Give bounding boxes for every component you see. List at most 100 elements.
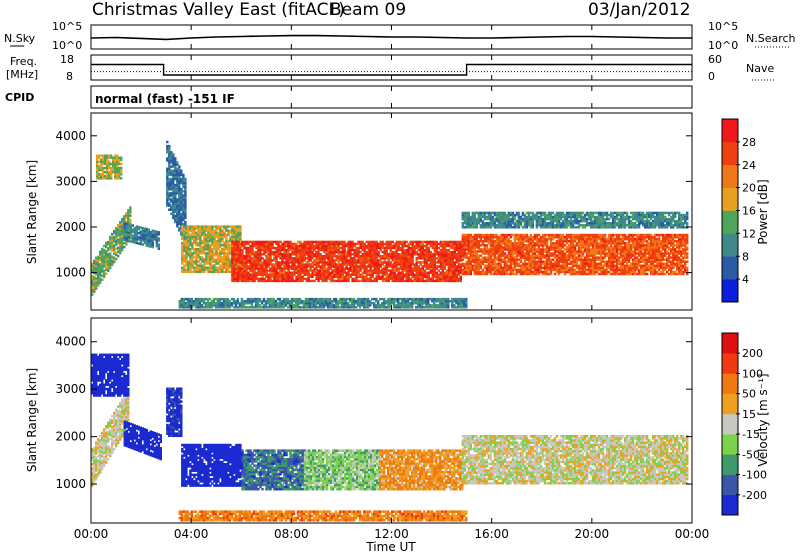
cell	[166, 159, 169, 162]
cell	[487, 260, 491, 263]
cell	[303, 246, 306, 250]
cell	[141, 237, 144, 240]
cell	[267, 240, 270, 244]
cell	[263, 277, 266, 281]
cell	[445, 244, 448, 248]
cell	[267, 250, 270, 254]
cell	[379, 240, 382, 244]
cell	[349, 257, 352, 260]
cell	[467, 264, 470, 268]
cell	[96, 158, 99, 162]
cell	[541, 250, 545, 253]
cell	[139, 232, 142, 235]
cell	[217, 233, 220, 237]
cell	[191, 229, 194, 232]
cell	[96, 168, 99, 172]
cell	[233, 225, 236, 228]
cell	[455, 275, 458, 279]
cell	[417, 257, 420, 260]
cell	[231, 235, 234, 239]
cell	[341, 277, 344, 281]
cell	[185, 235, 188, 239]
cell	[439, 271, 442, 274]
cell	[329, 263, 332, 266]
cell	[172, 216, 175, 220]
cell	[203, 243, 206, 247]
cell	[395, 246, 398, 250]
cell	[189, 225, 192, 228]
cell	[149, 233, 152, 236]
cell	[371, 279, 374, 283]
cell	[415, 244, 418, 248]
cell	[211, 229, 214, 232]
cell	[483, 270, 487, 274]
cell	[301, 244, 304, 248]
cell	[541, 266, 545, 270]
cell	[184, 222, 187, 226]
cell	[197, 248, 200, 251]
cell	[100, 168, 103, 172]
cell	[321, 273, 324, 276]
cell	[307, 273, 310, 276]
cell	[277, 273, 280, 276]
cell	[471, 252, 474, 255]
cell	[441, 242, 444, 246]
cell	[503, 237, 507, 241]
cell	[355, 269, 358, 272]
cell	[116, 162, 119, 166]
cell	[168, 159, 171, 162]
cell	[395, 261, 398, 264]
cell	[291, 275, 294, 279]
cell	[329, 259, 332, 262]
cell	[197, 237, 200, 241]
cell	[273, 275, 276, 279]
cell	[231, 253, 234, 256]
cell	[443, 257, 446, 260]
cell	[431, 259, 434, 262]
cell	[397, 277, 400, 281]
cell	[343, 277, 346, 281]
cell	[293, 257, 296, 260]
cell	[399, 242, 402, 246]
cell	[277, 265, 280, 268]
cell	[170, 171, 173, 175]
cell	[309, 259, 312, 262]
cell	[245, 277, 248, 281]
cell	[343, 257, 346, 260]
cell	[107, 259, 110, 262]
cell	[333, 267, 336, 270]
cell	[389, 261, 392, 264]
cell	[355, 259, 358, 262]
cell	[119, 249, 122, 253]
cell	[421, 257, 424, 260]
cell	[413, 275, 416, 279]
cell	[172, 153, 175, 156]
cell	[491, 242, 495, 245]
cell	[465, 235, 468, 239]
cell	[477, 242, 480, 245]
cell	[255, 267, 258, 270]
cell	[311, 279, 314, 283]
cell	[263, 279, 266, 283]
cell	[193, 270, 196, 274]
cell	[93, 282, 96, 285]
cell	[325, 242, 328, 246]
cell	[241, 273, 244, 276]
cell	[205, 254, 208, 257]
cell	[359, 255, 362, 258]
cell	[170, 157, 173, 160]
cell	[209, 231, 212, 235]
cell	[287, 244, 290, 248]
cell	[515, 233, 519, 237]
cell	[301, 259, 304, 262]
cell	[281, 273, 284, 276]
cell	[381, 267, 384, 270]
cell	[170, 192, 173, 195]
cell	[119, 235, 122, 238]
cell	[172, 196, 175, 199]
cell	[367, 244, 370, 248]
cell	[415, 261, 418, 264]
cell	[353, 265, 356, 268]
cell	[182, 212, 185, 216]
cell	[341, 240, 344, 244]
